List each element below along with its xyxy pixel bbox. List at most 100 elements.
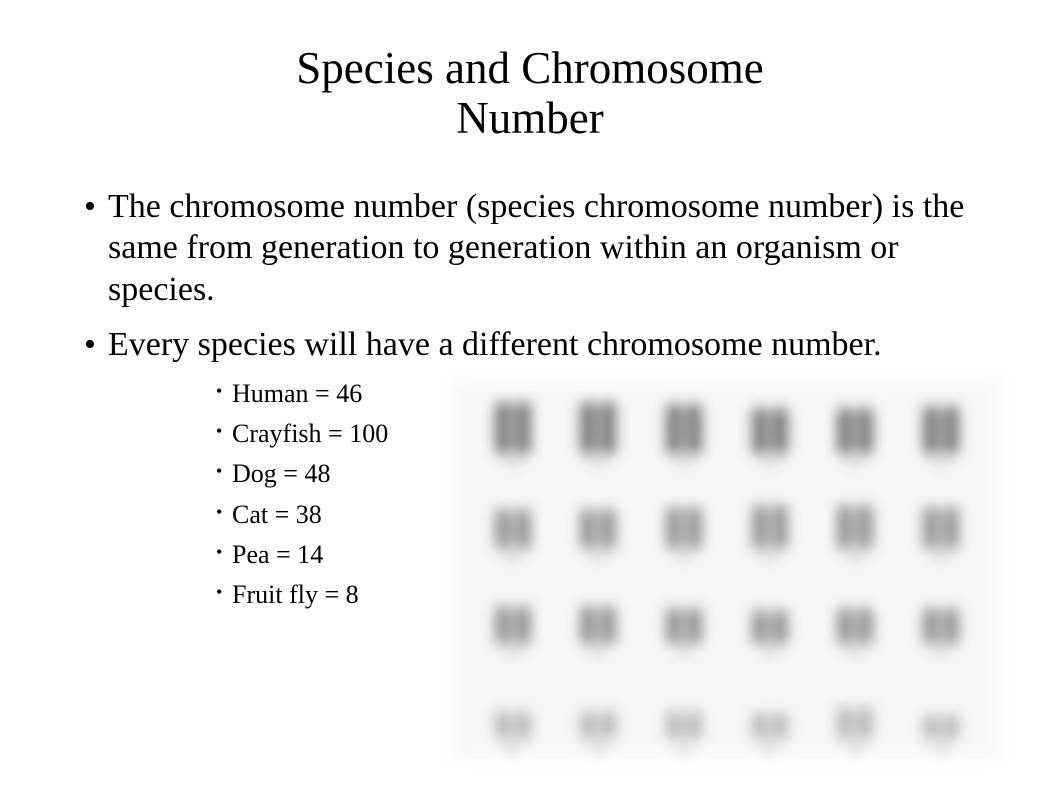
chromatid-icon — [944, 406, 958, 454]
chromosome-pair — [753, 610, 787, 655]
chromosome-number-label — [762, 555, 778, 560]
slide-title: Species and Chromosome Number — [160, 44, 900, 143]
bullet-item: The chromosome number (species chromosom… — [84, 186, 984, 310]
chromatid-icon — [601, 402, 615, 454]
chromatid-icon — [858, 608, 872, 644]
chromatid-icon — [944, 608, 958, 644]
chromosome-number-label — [505, 555, 521, 560]
chromosome-pair — [838, 408, 872, 465]
chromosome-pair — [581, 402, 615, 465]
chromatid-icon — [581, 402, 595, 454]
example-text: Human = 46 — [232, 379, 362, 408]
chromosome-pair — [924, 715, 958, 750]
chromosome-number-label — [676, 555, 692, 560]
chromatid-icon — [667, 608, 681, 644]
slide: Species and Chromosome Number The chromo… — [0, 0, 1062, 797]
chromatid-icon — [667, 507, 681, 549]
chromosome-number-label — [505, 745, 521, 750]
chromatid-icon — [496, 711, 510, 739]
chromatid-icon — [773, 713, 787, 739]
chromosome-pair — [753, 713, 787, 750]
karyotype-row — [452, 380, 1002, 475]
chromosome-number-label — [505, 650, 521, 655]
chromosome-number-label — [676, 460, 692, 465]
bullet-text: Every species will have a different chro… — [108, 326, 882, 363]
karyotype-row — [452, 570, 1002, 665]
chromatid-icon — [687, 404, 701, 454]
chromosome-pair — [753, 408, 787, 465]
chromatid-icon — [667, 711, 681, 739]
chromosome-pair — [924, 406, 958, 465]
chromatid-icon — [858, 505, 872, 549]
chromosome-number-label — [676, 745, 692, 750]
chromatid-icon — [838, 707, 852, 739]
chromosome-number-label — [676, 650, 692, 655]
chromosome-pair — [581, 606, 615, 655]
title-line-1: Species and Chromosome — [296, 43, 763, 93]
chromatid-icon — [753, 505, 767, 549]
chromosome-pair — [667, 608, 701, 655]
chromatid-icon — [773, 610, 787, 644]
chromosome-pair — [581, 711, 615, 750]
chromosome-number-label — [762, 650, 778, 655]
chromatid-icon — [687, 507, 701, 549]
chromatid-icon — [601, 711, 615, 739]
bullet-text: The chromosome number (species chromosom… — [108, 188, 964, 308]
karyotype-row — [452, 475, 1002, 570]
chromatid-icon — [601, 509, 615, 549]
karyotype-row — [452, 665, 1002, 760]
chromosome-pair — [496, 711, 530, 750]
example-text: Dog = 48 — [232, 459, 330, 488]
chromosome-number-label — [933, 650, 949, 655]
chromosome-pair — [667, 507, 701, 560]
chromatid-icon — [753, 713, 767, 739]
chromatid-icon — [581, 509, 595, 549]
chromosome-pair — [496, 402, 530, 465]
chromatid-icon — [924, 406, 938, 454]
chromosome-number-label — [590, 745, 606, 750]
chromatid-icon — [516, 509, 530, 549]
chromosome-number-label — [933, 555, 949, 560]
chromatid-icon — [924, 608, 938, 644]
chromosome-number-label — [847, 460, 863, 465]
chromatid-icon — [581, 711, 595, 739]
example-text: Crayfish = 100 — [232, 419, 388, 448]
chromatid-icon — [944, 507, 958, 549]
chromosome-number-label — [505, 460, 521, 465]
chromosome-pair — [753, 505, 787, 560]
example-text: Cat = 38 — [232, 500, 322, 529]
chromatid-icon — [667, 404, 681, 454]
chromosome-number-label — [590, 460, 606, 465]
chromosome-pair — [838, 608, 872, 655]
chromatid-icon — [687, 608, 701, 644]
chromatid-icon — [496, 402, 510, 454]
example-text: Fruit fly = 8 — [232, 580, 359, 609]
example-text: Pea = 14 — [232, 540, 323, 569]
chromosome-number-label — [933, 460, 949, 465]
chromosome-number-label — [933, 745, 949, 750]
chromatid-icon — [516, 711, 530, 739]
chromosome-number-label — [590, 555, 606, 560]
chromatid-icon — [601, 606, 615, 644]
chromatid-icon — [838, 505, 852, 549]
chromosome-number-label — [847, 555, 863, 560]
chromosome-number-label — [762, 745, 778, 750]
chromatid-icon — [496, 606, 510, 644]
chromatid-icon — [944, 715, 958, 739]
chromosome-pair — [496, 606, 530, 655]
chromatid-icon — [753, 610, 767, 644]
chromatid-icon — [773, 505, 787, 549]
chromosome-pair — [581, 509, 615, 560]
chromatid-icon — [924, 507, 938, 549]
chromosome-pair — [496, 509, 530, 560]
chromatid-icon — [496, 509, 510, 549]
chromatid-icon — [924, 715, 938, 739]
chromatid-icon — [516, 606, 530, 644]
chromatid-icon — [858, 408, 872, 454]
chromosome-number-label — [847, 650, 863, 655]
chromatid-icon — [516, 402, 530, 454]
karyotype-image — [452, 380, 1002, 760]
chromosome-number-label — [762, 460, 778, 465]
chromatid-icon — [838, 608, 852, 644]
chromatid-icon — [858, 707, 872, 739]
